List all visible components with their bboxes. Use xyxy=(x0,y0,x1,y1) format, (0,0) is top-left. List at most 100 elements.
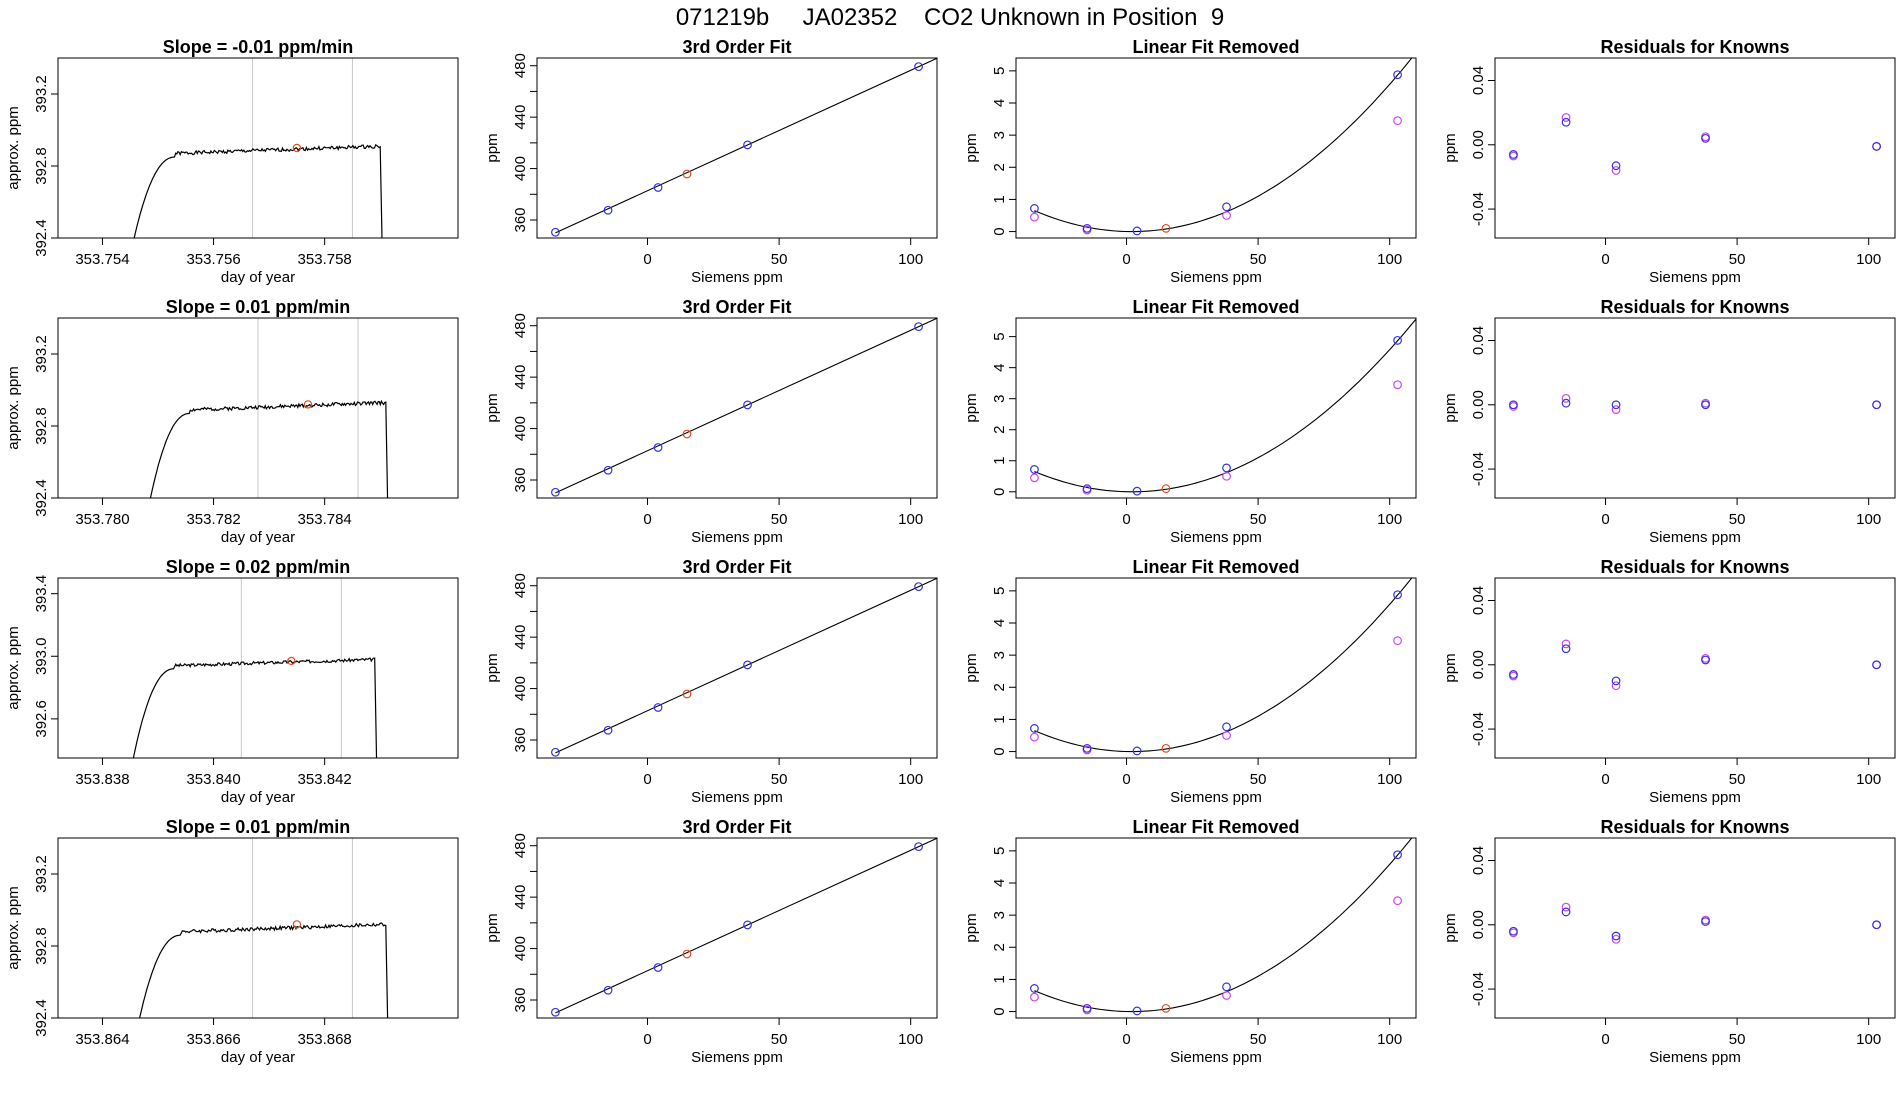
known-alt-point xyxy=(1030,212,1039,222)
plot-frame xyxy=(536,577,938,759)
y-tick-label: -0.04 xyxy=(1470,452,1487,486)
y-tick-label: 392.4 xyxy=(33,219,50,257)
y-tick-label: 0 xyxy=(991,488,1008,496)
x-tick-label: 100 xyxy=(1856,251,1881,268)
known-point xyxy=(1611,161,1621,171)
x-tick-label: 353.866 xyxy=(186,1031,240,1048)
y-tick-label: 392.6 xyxy=(33,700,50,738)
x-tick-label: 50 xyxy=(1250,511,1267,528)
known-point xyxy=(1509,150,1518,159)
y-axis-label: ppm xyxy=(963,133,980,162)
x-tick-label: 353.840 xyxy=(186,771,240,788)
panel-title: 3rd Order Fit xyxy=(682,817,791,837)
x-tick-label: 50 xyxy=(1729,771,1746,788)
y-tick-label: 4 xyxy=(991,879,1008,887)
y-axis-label: ppm xyxy=(1442,913,1459,942)
y-axis-label: ppm xyxy=(484,913,501,942)
plot-area xyxy=(139,838,389,1018)
x-tick-label: 353.784 xyxy=(298,511,352,528)
x-tick-label: 50 xyxy=(1729,251,1746,268)
y-tick-label: 440 xyxy=(512,365,529,390)
y-tick-label: 393.0 xyxy=(33,637,50,675)
y-tick-label: 4 xyxy=(991,619,1008,627)
known-alt-point xyxy=(1393,896,1402,906)
known-alt-point xyxy=(1561,393,1571,403)
panel-15: Linear Fit Removed 0 50 100 0 1 2 3 4 5 Siemens pp… xyxy=(963,817,1417,1066)
known-point xyxy=(653,443,663,452)
known-point xyxy=(1872,920,1881,930)
plot-frame xyxy=(1015,57,1417,239)
known-point xyxy=(743,920,752,930)
panel-3: Linear Fit Removed 0 50 100 0 1 2 3 4 5 Siemens pp… xyxy=(963,37,1417,286)
y-tick-label: 392.4 xyxy=(33,999,50,1037)
y-tick-label: 393.4 xyxy=(33,575,50,613)
known-point xyxy=(743,660,752,670)
known-point xyxy=(653,703,663,712)
panel-5: Slope = 0.01 ppm/min 353.780 353.782 353.78… xyxy=(5,297,459,546)
known-point xyxy=(1132,226,1142,236)
known-point xyxy=(1611,676,1621,686)
y-tick-label: -0.04 xyxy=(1470,192,1487,226)
known-point xyxy=(743,140,752,150)
y-axis-label: ppm xyxy=(1442,133,1459,162)
plot-area xyxy=(133,58,383,238)
y-axis-label: ppm xyxy=(1442,393,1459,422)
unknown-point xyxy=(682,689,692,699)
known-point xyxy=(603,465,613,475)
panel-title: Linear Fit Removed xyxy=(1132,557,1299,577)
known-point xyxy=(1030,465,1039,474)
y-tick-label: -0.04 xyxy=(1470,712,1487,746)
known-point xyxy=(1611,931,1621,941)
known-alt-point xyxy=(1611,405,1621,415)
unknown-point xyxy=(682,429,692,439)
unknown-point xyxy=(682,169,692,179)
unknown-point xyxy=(1161,743,1171,753)
x-tick-label: 50 xyxy=(1250,771,1267,788)
known-point xyxy=(653,963,663,972)
known-point xyxy=(1393,850,1402,860)
known-point xyxy=(914,62,923,72)
plot-area xyxy=(551,838,937,1017)
y-tick-label: 393.2 xyxy=(33,75,50,113)
x-tick-label: 0 xyxy=(1601,251,1609,268)
x-tick-label: 0 xyxy=(643,251,651,268)
known-point xyxy=(1872,141,1881,151)
plot-area xyxy=(1509,113,1881,175)
known-alt-point xyxy=(1222,731,1231,740)
x-tick-label: 353.868 xyxy=(298,1031,352,1048)
y-tick-label: 5 xyxy=(991,847,1008,855)
y-axis-label: ppm xyxy=(963,913,980,942)
fit-curve xyxy=(1034,578,1413,753)
panel-title: Residuals for Knowns xyxy=(1600,37,1789,57)
y-axis-label: ppm xyxy=(484,133,501,162)
x-tick-label: 100 xyxy=(1377,771,1402,788)
x-tick-label: 353.780 xyxy=(75,511,129,528)
plot-frame xyxy=(1494,317,1896,499)
y-tick-label: 480 xyxy=(512,53,529,78)
x-axis-label: day of year xyxy=(221,1049,295,1066)
known-alt-point xyxy=(1561,639,1571,649)
unknown-point xyxy=(682,949,692,959)
x-axis-label: Siemens ppm xyxy=(1649,529,1741,546)
known-point xyxy=(1393,70,1402,80)
panel-title: Residuals for Knowns xyxy=(1600,297,1789,317)
y-tick-label: 0 xyxy=(991,747,1008,755)
known-point xyxy=(1222,722,1231,732)
x-tick-label: 50 xyxy=(1729,1031,1746,1048)
known-point xyxy=(1082,484,1092,494)
known-point xyxy=(1872,400,1881,410)
x-tick-label: 100 xyxy=(1377,251,1402,268)
known-point xyxy=(1561,117,1571,127)
x-axis-label: Siemens ppm xyxy=(1649,789,1741,806)
y-tick-label: -0.04 xyxy=(1470,972,1487,1006)
known-alt-point xyxy=(1030,992,1039,1002)
x-tick-label: 100 xyxy=(1377,1031,1402,1048)
known-point xyxy=(914,842,923,852)
y-tick-label: 0.00 xyxy=(1470,650,1487,679)
x-tick-label: 100 xyxy=(1856,771,1881,788)
plot-frame xyxy=(1494,57,1896,239)
plot-area xyxy=(1030,58,1413,236)
plot-frame xyxy=(57,577,459,759)
panel-6: 3rd Order Fit 0 50 100 360 400 440 480 Siemens p… xyxy=(484,297,938,546)
x-tick-label: 353.756 xyxy=(186,251,240,268)
